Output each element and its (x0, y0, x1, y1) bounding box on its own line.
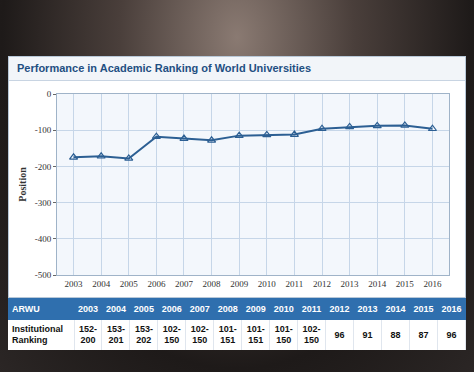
html-text:Institutional Ranking: Institutional Ranking (12, 324, 63, 345)
svg-text:-200: -200 (35, 162, 52, 172)
html-text:2014: 2014 (385, 304, 406, 314)
svg-text:2013: 2013 (341, 279, 360, 289)
svg-text:2007: 2007 (175, 279, 194, 289)
html-text:2016: 2016 (441, 304, 462, 314)
html-text:2015: 2015 (413, 304, 434, 314)
html-text:101-151: 101-151 (218, 324, 237, 345)
html-text:2011: 2011 (301, 304, 322, 314)
html-text:2008: 2008 (217, 304, 238, 314)
html-text:Performance in Academic Rankin: Performance in Academic Ranking of World… (17, 62, 311, 74)
html-text:2003: 2003 (78, 304, 98, 314)
svg-text:2010: 2010 (258, 279, 277, 289)
html-text:96: 96 (446, 329, 457, 340)
html-text:87: 87 (418, 329, 429, 340)
html-text:2012: 2012 (329, 304, 350, 314)
html-text:2006: 2006 (161, 304, 182, 314)
svg-text:2015: 2015 (396, 279, 415, 289)
html-text:2007: 2007 (189, 304, 210, 314)
svg-text:2016: 2016 (423, 279, 442, 289)
svg-text:-400: -400 (35, 234, 52, 244)
html-text:102-150: 102-150 (190, 324, 209, 345)
svg-text:2006: 2006 (147, 279, 166, 289)
svg-text:2011: 2011 (286, 279, 304, 289)
svg-text:Position: Position (17, 167, 28, 202)
svg-text:2009: 2009 (230, 279, 249, 289)
html-text:102-150: 102-150 (302, 324, 321, 345)
html-text:2005: 2005 (133, 304, 154, 314)
svg-text:2012: 2012 (313, 279, 331, 289)
html-text:96: 96 (334, 329, 345, 340)
html-text:153-202: 153-202 (134, 324, 153, 345)
html-text:88: 88 (390, 329, 401, 340)
svg-text:2004: 2004 (92, 279, 111, 289)
html-text:91: 91 (362, 329, 373, 340)
svg-text:2003: 2003 (65, 279, 84, 289)
html-text:101-151: 101-151 (246, 324, 265, 345)
html-text:153-201: 153-201 (106, 324, 125, 345)
svg-text:2005: 2005 (120, 279, 138, 289)
html-text:102-150: 102-150 (162, 324, 181, 345)
svg-text:2014: 2014 (368, 279, 387, 289)
html-text:2010: 2010 (273, 304, 294, 314)
html-text:2013: 2013 (357, 304, 378, 314)
svg-text:-100: -100 (35, 125, 52, 135)
html-text:ARWU: ARWU (12, 304, 40, 314)
html-text:2009: 2009 (245, 304, 266, 314)
html-text:152-200: 152-200 (79, 324, 97, 345)
svg-text:2008: 2008 (203, 279, 222, 289)
html-text:2004: 2004 (105, 304, 126, 314)
svg-text:-300: -300 (35, 198, 52, 208)
html-text:101-150: 101-150 (274, 324, 293, 345)
svg-text:0: 0 (47, 89, 52, 99)
svg-text:-500: -500 (35, 270, 52, 280)
